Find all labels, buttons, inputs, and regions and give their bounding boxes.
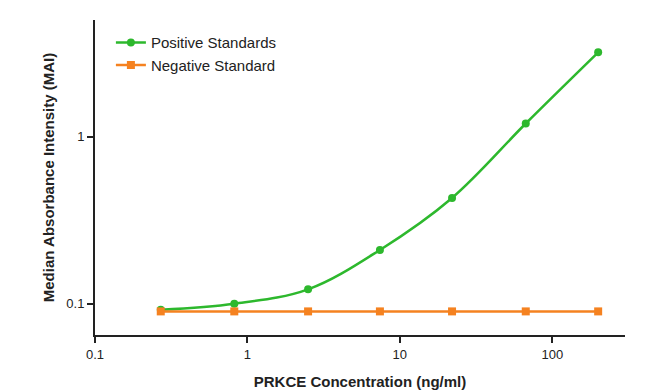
svg-text:Positive Standards: Positive Standards [151, 34, 276, 51]
svg-text:0.1: 0.1 [86, 347, 104, 362]
svg-text:Median Absorbance Intensity (M: Median Absorbance Intensity (MAI) [40, 53, 57, 302]
svg-text:100: 100 [541, 347, 563, 362]
svg-text:0.1: 0.1 [66, 296, 84, 311]
svg-text:PRKCE Concentration (ng/ml): PRKCE Concentration (ng/ml) [254, 373, 467, 390]
svg-text:1: 1 [244, 347, 251, 362]
svg-text:10: 10 [393, 347, 407, 362]
svg-text:1: 1 [77, 129, 84, 144]
svg-text:Negative Standard: Negative Standard [151, 57, 275, 74]
